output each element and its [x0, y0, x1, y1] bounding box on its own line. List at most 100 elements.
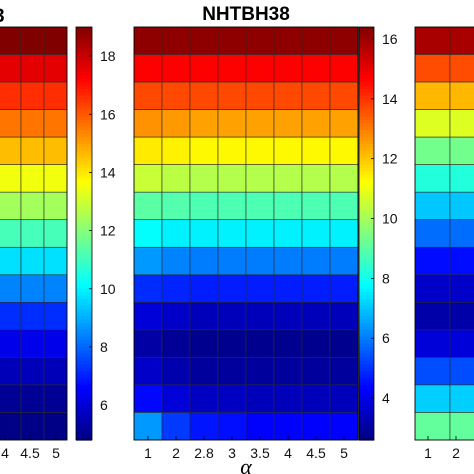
colorbar-segment: [359, 27, 374, 32]
heatmap-cell: [133, 274, 163, 303]
heatmap-cell: [245, 136, 275, 165]
colorbar-segment: [76, 285, 92, 290]
colorbar-segment: [76, 109, 92, 114]
colorbar-segment: [76, 195, 92, 200]
heatmap-cell: [414, 246, 451, 276]
colorbar-segment: [76, 102, 92, 107]
colorbar-segment: [76, 95, 92, 100]
colorbar-segment: [76, 240, 92, 245]
colorbar-segment: [359, 171, 374, 176]
heatmap-cell: [245, 412, 275, 441]
heatmap-cell: [189, 302, 219, 331]
heatmap-cell: [0, 191, 22, 221]
heatmap-cell: [273, 329, 303, 358]
colorbar-segment: [76, 274, 92, 279]
heatmap-cell: [43, 191, 68, 221]
heatmap-cell: [329, 357, 359, 386]
colorbar-segment: [359, 374, 374, 379]
colorbar-segment: [76, 384, 92, 389]
colorbar-segment: [76, 137, 92, 142]
colorbar-segment: [359, 391, 374, 396]
heatmap-cell: [245, 329, 275, 358]
heatmap-cell: [301, 329, 331, 358]
colorbar-segment: [76, 181, 92, 186]
x-tick-label: 1: [144, 445, 152, 461]
heatmap-cell: [0, 136, 22, 165]
colorbar-segment: [359, 64, 374, 69]
colorbar-segment: [359, 99, 374, 104]
colorbar-segment: [76, 233, 92, 238]
heatmap-cell: [20, 219, 45, 248]
colorbar-segment: [359, 188, 374, 193]
colorbar-segment: [359, 178, 374, 183]
colorbar-segment: [359, 353, 374, 358]
colorbar-tick-label: 8: [382, 270, 390, 286]
colorbar-segment: [359, 281, 374, 286]
colorbar-segment: [359, 409, 374, 414]
colorbar-segment: [359, 305, 374, 310]
colorbar-segment: [359, 109, 374, 114]
heatmap-cell: [189, 274, 219, 303]
colorbar-segment: [76, 340, 92, 345]
colorbar-segment: [359, 199, 374, 204]
heatmap-cell: [245, 302, 275, 331]
colorbar-segment: [76, 85, 92, 90]
x-tick-label: 1: [424, 445, 432, 461]
colorbar-segment: [76, 281, 92, 286]
heatmap-cell: [20, 357, 45, 386]
colorbar-segment: [359, 130, 374, 135]
colorbar-segment: [359, 174, 374, 180]
heatmap-cell: [43, 412, 68, 441]
heatmap-cell: [329, 164, 359, 193]
colorbar-segment: [359, 326, 374, 331]
colorbar-segment: [76, 343, 92, 348]
colorbar-segment: [76, 295, 92, 300]
heatmap-cell: [273, 109, 303, 138]
heatmap-cell: [20, 26, 45, 55]
colorbar-segment: [359, 426, 374, 431]
heatmap-cell: [0, 384, 22, 413]
colorbar-segment: [76, 161, 92, 166]
colorbar-segment: [359, 312, 374, 317]
colorbar-segment: [76, 119, 92, 124]
heatmap-cell: [301, 302, 331, 331]
heatmap-cell: [449, 109, 474, 138]
colorbar-segment: [359, 292, 374, 297]
heatmap-cell: [414, 412, 451, 441]
colorbar-segment: [359, 422, 374, 427]
heatmap-cell: [245, 81, 275, 110]
heatmap-cell: [273, 384, 303, 413]
heatmap-cell: [449, 81, 474, 110]
heatmap-cell: [329, 54, 359, 83]
colorbar-segment: [359, 419, 374, 424]
heatmap-cell: [0, 412, 22, 441]
heatmap-cell: [0, 274, 22, 303]
colorbar-segment: [76, 205, 92, 211]
heatmap-cell: [189, 109, 219, 138]
colorbar-segment: [76, 371, 92, 376]
colorbar-segment: [76, 209, 92, 214]
colorbar-segment: [76, 364, 92, 369]
colorbar-segment: [359, 371, 374, 376]
heatmap-cell: [329, 219, 359, 248]
colorbar-segment: [76, 123, 92, 128]
colorbar-segment: [359, 126, 374, 131]
heatmap-cell: [189, 357, 219, 386]
colorbar-segment: [76, 133, 92, 138]
colorbar-segment: [359, 216, 374, 221]
x-tick-label: 5: [52, 445, 60, 461]
heatmap-cell: [414, 329, 451, 358]
heatmap-cell: [217, 81, 247, 110]
colorbar-segment: [359, 137, 374, 142]
colorbar-segment: [76, 30, 92, 35]
colorbar-segment: [359, 240, 374, 245]
colorbar-segment: [76, 433, 92, 438]
colorbar-segment: [359, 302, 374, 307]
colorbar-segment: [76, 316, 92, 321]
colorbar-segment: [76, 33, 92, 38]
colorbar-segment: [359, 388, 374, 393]
colorbar-segment: [76, 154, 92, 159]
colorbar-segment: [359, 319, 374, 324]
heatmap-cell: [0, 246, 22, 276]
